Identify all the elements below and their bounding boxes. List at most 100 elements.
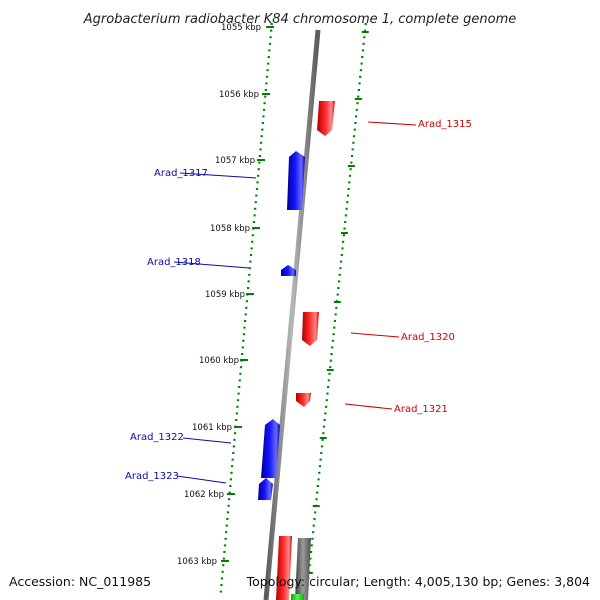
major-tick (234, 426, 242, 428)
minor-tick (324, 412, 327, 415)
major-tick (340, 232, 348, 234)
minor-tick (357, 95, 360, 98)
kbp-label: 1058 kbp (210, 224, 250, 234)
minor-tick (264, 95, 267, 98)
minor-tick (350, 161, 353, 164)
minor-tick (361, 49, 365, 52)
minor-tick (241, 346, 244, 349)
minor-tick (221, 570, 224, 573)
minor-tick (232, 452, 235, 454)
gene-arrow-arad_1315[interactable] (317, 101, 335, 136)
gene-label-arad_1315[interactable]: Arad_1315 (418, 119, 472, 130)
minor-tick (338, 273, 341, 276)
minor-tick (310, 544, 313, 547)
minor-tick (359, 75, 362, 78)
minor-tick (220, 577, 224, 580)
minor-tick (341, 247, 344, 250)
minor-tick (226, 518, 229, 520)
minor-tick (229, 485, 232, 487)
gene-arrow-arad_1317[interactable] (287, 151, 305, 210)
minor-tick (231, 458, 234, 461)
minor-tick (364, 23, 367, 25)
minor-tick (363, 29, 367, 32)
minor-tick (355, 108, 358, 111)
gene-leader-line (182, 437, 232, 444)
minor-tick (356, 102, 359, 105)
gene-arrow-arad_1321[interactable] (296, 393, 311, 407)
minor-tick (348, 174, 352, 177)
minor-tick (259, 148, 262, 151)
gene-features: Arad_1315 Arad_1317 Arad_1318 Arad_1320 Arad… (125, 101, 472, 500)
minor-tick (337, 280, 341, 283)
minor-tick (320, 445, 324, 448)
minor-tick (358, 82, 361, 85)
minor-tick (321, 438, 324, 441)
minor-tick (233, 432, 237, 435)
accession-text: Accession: NC_011985 (9, 574, 151, 589)
minor-tick (333, 326, 336, 329)
major-tick (246, 293, 254, 295)
minor-tick (309, 551, 313, 553)
minor-tick (345, 207, 348, 210)
minor-tick (257, 168, 260, 171)
minor-tick (246, 287, 250, 289)
gene-label-arad_1320[interactable]: Arad_1320 (401, 332, 455, 343)
minor-tick (225, 531, 228, 534)
minor-tick (331, 346, 334, 349)
minor-tick (222, 564, 225, 567)
minor-tick (255, 194, 258, 197)
minor-tick (352, 141, 355, 144)
kbp-label: 1057 kbp (215, 156, 255, 166)
minor-tick (232, 445, 235, 448)
minor-tick (320, 452, 323, 454)
minor-tick (235, 412, 238, 415)
minor-tick (265, 82, 268, 85)
major-tick (319, 437, 327, 439)
minor-tick (264, 89, 267, 91)
minor-tick (258, 161, 261, 164)
minor-tick (249, 254, 253, 256)
gene-label-arad_1318[interactable]: Arad_1318 (147, 257, 201, 268)
minor-tick (239, 372, 242, 375)
minor-tick (241, 353, 244, 355)
minor-tick (342, 240, 345, 243)
gene-label-arad_1323[interactable]: Arad_1323 (125, 471, 179, 482)
minor-tick (346, 201, 349, 204)
minor-tick (248, 267, 251, 270)
kbp-label: 1055 kbp (221, 23, 261, 33)
minor-tick (316, 485, 319, 487)
gene-label-arad_1322[interactable]: Arad_1322 (130, 432, 184, 443)
minor-tick (327, 379, 330, 382)
minor-tick (243, 326, 246, 329)
gene-label-arad_1317[interactable]: Arad_1317 (154, 168, 208, 179)
minor-tick (363, 36, 366, 39)
minor-tick (328, 372, 331, 375)
gene-arrow-arad_1320[interactable] (302, 312, 319, 346)
minor-tick (339, 267, 342, 270)
minor-tick (262, 108, 266, 111)
minor-tick (327, 386, 330, 388)
minor-tick (244, 313, 247, 316)
minor-tick (343, 227, 346, 230)
minor-tick (257, 174, 260, 177)
minor-tick (340, 254, 343, 256)
gene-arrow-arad_1318[interactable] (281, 265, 296, 276)
minor-tick (239, 366, 243, 369)
minor-tick (223, 551, 226, 553)
minor-tick (313, 518, 316, 520)
gene-arrow-arad_1322[interactable] (261, 419, 280, 478)
minor-tick (308, 564, 311, 567)
minor-tick (247, 280, 250, 283)
major-tick (252, 227, 260, 229)
minor-tick (238, 386, 241, 388)
minor-tick (357, 89, 360, 91)
minor-tick (316, 491, 319, 494)
minor-tick (268, 49, 271, 52)
minor-tick (230, 471, 233, 474)
minor-tick (335, 306, 338, 309)
minor-tick (351, 148, 354, 151)
gene-arrow-arad_1323[interactable] (258, 478, 273, 500)
gene-label-arad_1321[interactable]: Arad_1321 (394, 404, 448, 415)
minor-tick (325, 399, 328, 402)
